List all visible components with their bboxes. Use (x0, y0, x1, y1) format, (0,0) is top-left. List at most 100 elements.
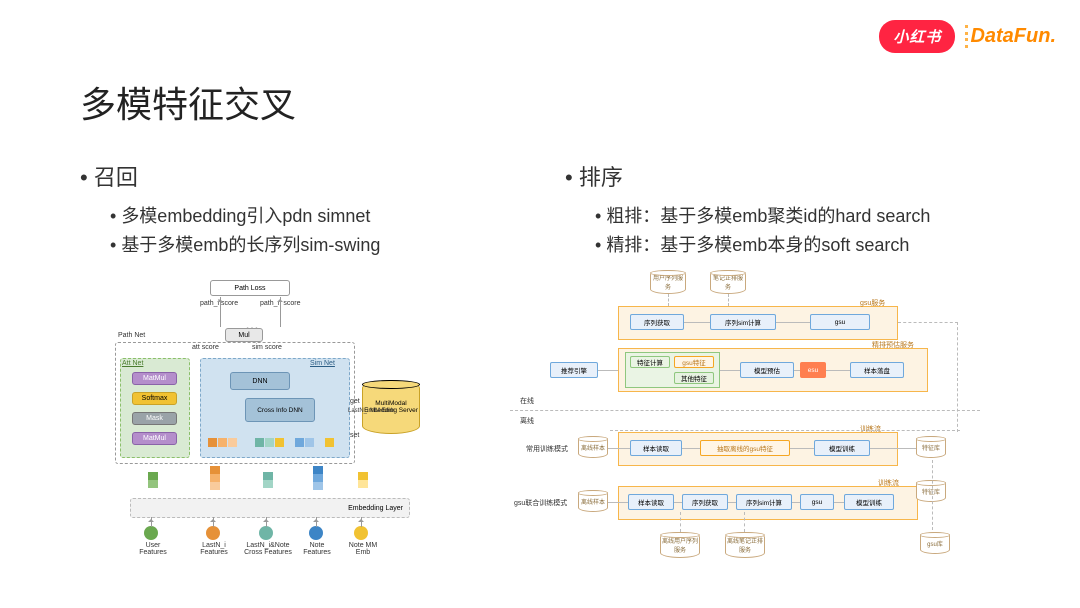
lbl-b4: Note MM Emb (346, 542, 380, 556)
db-mm-server: MultiModal Embedding Server (362, 380, 420, 434)
lbl-gsu-service: gsu服务 (860, 298, 885, 308)
hl-r1a (684, 322, 710, 323)
rb-row1-2: gsu (810, 314, 870, 330)
cyl-r3-right: 特征库 (916, 436, 946, 458)
dl-mid (610, 430, 960, 431)
lbl-path-net: Path Net (118, 332, 145, 339)
datafun-logo: DataFun. (965, 25, 1056, 48)
hl-r4b (674, 502, 682, 503)
stack-note (313, 466, 323, 490)
region-embedding-layer: Embedding Layer (130, 498, 410, 518)
box-softmax: Softmax (132, 392, 177, 405)
rb-r3-2: 模型训练 (814, 440, 870, 456)
left-item-1: 基于多模emb的长序列sim-swing (110, 231, 535, 257)
dl3v (680, 512, 681, 532)
sq-b2 (305, 438, 314, 447)
cyl-b1: 离线用户序列服务 (660, 532, 700, 558)
cyl-user-seq: 用户序列服务 (650, 270, 686, 294)
right-list: 粗排：基于多模emb聚类id的hard search 精排：基于多模emb本身的… (565, 202, 1020, 257)
stack-cross (263, 472, 273, 488)
lbl-set: set (350, 432, 359, 439)
dl1v (957, 322, 958, 432)
hl-r3b (682, 448, 700, 449)
columns: 召回 多模embedding引入pdn simnet 基于多模emb的长序列si… (80, 160, 1020, 260)
rb-r3-0: 样本读取 (630, 440, 682, 456)
box-mask: Mask (132, 412, 177, 425)
left-item-0: 多模embedding引入pdn simnet (110, 202, 535, 228)
hl-eng (598, 370, 618, 371)
sq-b1 (295, 438, 304, 447)
rb-r4-3: gsu (800, 494, 834, 510)
left-heading: 召回 (80, 160, 535, 192)
dl6v (728, 294, 729, 306)
left-diagram: Path Loss path_i score path_n score … Pa… (100, 280, 430, 560)
lbl-offline: 离线 (520, 416, 534, 426)
hl-r1b (776, 322, 810, 323)
hl-r2a (720, 370, 740, 371)
xhs-logo: 小红书 (879, 20, 955, 53)
ar-b1 (151, 517, 152, 527)
cyl-b2: 离线笔记正排服务 (725, 532, 765, 558)
right-item-0: 粗排：基于多模emb聚类id的hard search (595, 202, 1020, 228)
rb-r4-1: 序列获取 (682, 494, 728, 510)
rb-model-pred: 模型预估 (740, 362, 794, 378)
arrow-up-2 (280, 297, 281, 327)
rb-other-feat: 其他特征 (674, 372, 714, 384)
lbl-b2: LastN_i&Note Cross Features (244, 542, 292, 556)
ar-b5 (361, 517, 362, 527)
col-right: 排序 粗排：基于多模emb聚类id的hard search 精排：基于多模emb… (565, 160, 1020, 260)
rb-gsu-feat: gsu特征 (674, 356, 714, 368)
lbl-online: 在线 (520, 396, 534, 406)
cyl-r4-right: 特征库 (916, 480, 946, 502)
lbl-train-stream2: 训练流 (878, 478, 899, 488)
dot-cross (259, 526, 273, 540)
rb-esu: esu (800, 362, 826, 378)
rb-feat: 特征计算 (630, 356, 670, 368)
hl-r3c (790, 448, 814, 449)
dl1 (898, 322, 958, 323)
hl-r4c (728, 502, 736, 503)
lbl-sim-net: Sim Net (310, 360, 335, 367)
sq-y2 (325, 438, 334, 447)
col-left: 召回 多模embedding引入pdn simnet 基于多模emb的长序列si… (80, 160, 535, 260)
rb-r4-4: 模型训练 (844, 494, 894, 510)
cyl-row4: 离线样本 (578, 490, 608, 512)
right-diagram: 用户序列服务 笔记正排服务 gsu服务 序列获取 序列sim计算 gsu 精排预… (500, 270, 990, 570)
hl-r3a (608, 448, 630, 449)
logo-row: 小红书 DataFun. (879, 20, 1056, 53)
right-item-1: 精排：基于多模emb本身的soft search (595, 231, 1020, 257)
lbl-row3-left: 常用训练模式 (526, 444, 568, 454)
ar-b4 (316, 517, 317, 527)
dot-user (144, 526, 158, 540)
box-path-loss: Path Loss (210, 280, 290, 296)
dl5v (668, 294, 669, 306)
ar-b3 (266, 517, 267, 527)
lbl-row4-left: gsu联合训练模式 (514, 498, 567, 508)
left-list: 多模embedding引入pdn simnet 基于多模emb的长序列sim-s… (80, 202, 535, 257)
sq-o3 (228, 438, 237, 447)
sq-y1 (275, 438, 284, 447)
rb-r4-0: 样本读取 (628, 494, 674, 510)
rb-row1-1: 序列sim计算 (710, 314, 776, 330)
rb-sample-dump: 样本落盘 (850, 362, 904, 378)
lbl-mm-emb: LastN_i MM Emb (348, 408, 394, 414)
box-cross-dnn: Cross Info DNN (245, 398, 315, 422)
rb-row1-0: 序列获取 (630, 314, 684, 330)
box-matmul-2: MatMul (132, 432, 177, 445)
rb-r3-1: 抽取离线的gsu特征 (700, 440, 790, 456)
dot-lastn (206, 526, 220, 540)
lbl-pred-service: 精排预估服务 (872, 340, 914, 350)
sq-o2 (218, 438, 227, 447)
lbl-b3: Note Features (300, 542, 334, 556)
sq-t1 (255, 438, 264, 447)
hl-r4e (834, 502, 844, 503)
sep-line (510, 410, 980, 411)
right-heading: 排序 (565, 160, 1020, 192)
cyl-gsu-lib: gsu库 (920, 532, 950, 554)
box-mul: Mul (225, 328, 263, 342)
stack-mm (358, 472, 368, 488)
rb-r4-2: 序列sim计算 (736, 494, 792, 510)
lbl-train-stream: 训练流 (860, 424, 881, 434)
dl4v (744, 512, 745, 532)
lbl-get: get (350, 398, 360, 405)
